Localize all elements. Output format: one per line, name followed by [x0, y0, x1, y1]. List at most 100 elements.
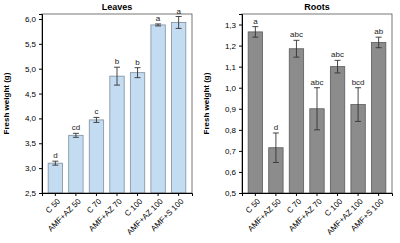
- y-tick: 0,5: [225, 189, 242, 198]
- error-bar-part: [355, 121, 361, 122]
- error-bar-part: [155, 23, 161, 24]
- y-tick-mark: [39, 143, 42, 144]
- error-bar: [252, 27, 258, 38]
- error-bar-part: [52, 161, 58, 162]
- y-tick: 6,0: [25, 15, 42, 24]
- bar: [371, 42, 385, 193]
- annotation: a: [253, 17, 258, 26]
- x-tick-mark: [55, 193, 56, 196]
- y-tick: 0,9: [225, 105, 242, 114]
- y-tick-mark: [239, 193, 242, 194]
- y-tick: 0,6: [225, 168, 242, 177]
- y-tick-label: 1,2: [225, 42, 237, 51]
- bar: [330, 67, 344, 193]
- error-bar-part: [93, 122, 99, 123]
- annotations: dcdcbbaa: [53, 6, 181, 160]
- error-bar-part: [73, 137, 79, 138]
- error-bar-part: [55, 161, 56, 165]
- annotation: ab: [374, 27, 383, 36]
- y-tick: 3,0: [25, 164, 42, 173]
- bar: [48, 163, 62, 193]
- bar: [69, 135, 83, 193]
- y-tick-label: 1,1: [225, 63, 237, 72]
- y-tick-label: 0,8: [225, 126, 237, 135]
- bar: [171, 22, 185, 193]
- error-bar: [293, 40, 299, 57]
- x-tick-mark: [158, 193, 159, 196]
- y-tick-mark: [239, 109, 242, 110]
- error-bar-part: [176, 28, 182, 29]
- x-tick-mark: [75, 193, 76, 196]
- x-tick: AMF+AZ 100: [125, 193, 165, 237]
- y-tick-mark: [39, 168, 42, 169]
- x-axis: C 50AMF+AZ 50C 70AMF+AZ 70C 100AMF+AZ 10…: [43, 193, 193, 237]
- annotation: abc: [290, 30, 303, 39]
- y-tick: 1,2: [225, 42, 242, 51]
- panel: 0,50,60,70,80,91,01,11,21,3C 50AMF+AZ 50…: [225, 14, 393, 237]
- annotation: d: [53, 151, 57, 160]
- y-tick: 0,8: [225, 126, 242, 135]
- error-bar-part: [273, 132, 279, 133]
- error-bar-part: [317, 88, 318, 130]
- error-bar: [355, 88, 361, 122]
- y-tick-mark: [39, 118, 42, 119]
- error-bar-part: [96, 117, 97, 122]
- x-tick: C 70: [285, 193, 304, 215]
- x-tick-mark: [178, 193, 179, 196]
- error-bar-part: [314, 129, 320, 130]
- plot-area: [248, 27, 386, 193]
- error-bar: [273, 133, 279, 162]
- x-tick: AMF+AZ 70: [287, 193, 324, 234]
- error-bar-part: [314, 87, 320, 88]
- x-tick-label: AMF+AZ 50: [246, 196, 283, 233]
- x-tick-mark: [117, 193, 118, 196]
- axis-line: [43, 194, 193, 197]
- x-tick-label: AMF+AZ 70: [87, 196, 124, 233]
- y-axis: 0,50,60,70,80,91,01,11,21,3: [225, 15, 243, 199]
- y-tick: 4,0: [25, 114, 42, 123]
- error-bar: [176, 16, 182, 28]
- error-bar-part: [376, 37, 382, 38]
- plot-frame: [42, 14, 192, 193]
- error-bar-part: [252, 26, 258, 27]
- figure: 2,53,03,54,04,55,05,56,0C 50AMF+AZ 50C 7…: [0, 0, 400, 243]
- chart-title: Leaves: [102, 2, 133, 12]
- y-tick: 3,5: [25, 139, 42, 148]
- error-bar-part: [135, 67, 141, 68]
- y-axis-title: Fresh weight (g): [202, 72, 211, 134]
- x-tick-label: AMF+AZ 70: [287, 196, 324, 233]
- x-tick: AMF+S 100: [149, 193, 186, 233]
- y-tick-mark: [39, 44, 42, 45]
- error-bar-part: [293, 40, 299, 41]
- annotations: adabcabcabcbcdab: [253, 17, 384, 132]
- error-bar-part: [93, 117, 99, 118]
- y-tick-label: 0,5: [225, 189, 237, 198]
- axis-line: [239, 15, 243, 194]
- error-bar-part: [273, 162, 279, 163]
- y-tick: 1,1: [225, 63, 242, 72]
- bar: [151, 25, 165, 193]
- y-tick-label: 1,3: [225, 21, 237, 30]
- x-tick: AMF+AZ 70: [87, 193, 124, 234]
- axis-line: [39, 15, 43, 194]
- error-bar: [93, 117, 99, 122]
- y-tick-label: 2,5: [25, 189, 37, 198]
- chart-title: Roots: [304, 2, 330, 12]
- y-tick-label: 0,6: [225, 168, 237, 177]
- error-bar-part: [376, 47, 382, 48]
- x-tick-mark: [378, 193, 379, 196]
- y-tick-label: 3,0: [25, 164, 37, 173]
- y-tick: 0,7: [225, 147, 242, 156]
- error-bar-part: [296, 40, 297, 57]
- x-tick: AMF+S 100: [349, 193, 386, 233]
- annotation: d: [274, 123, 278, 132]
- x-tick-label: AMF+S 100: [149, 196, 186, 233]
- y-axis-title: Fresh weight (g): [2, 72, 11, 134]
- error-bar-part: [137, 68, 138, 78]
- error-bar: [314, 88, 320, 130]
- x-tick-mark: [296, 193, 297, 196]
- x-tick: C 50: [44, 193, 63, 215]
- error-bar-part: [275, 133, 276, 162]
- x-tick-mark: [137, 193, 138, 196]
- annotation: a: [176, 6, 181, 15]
